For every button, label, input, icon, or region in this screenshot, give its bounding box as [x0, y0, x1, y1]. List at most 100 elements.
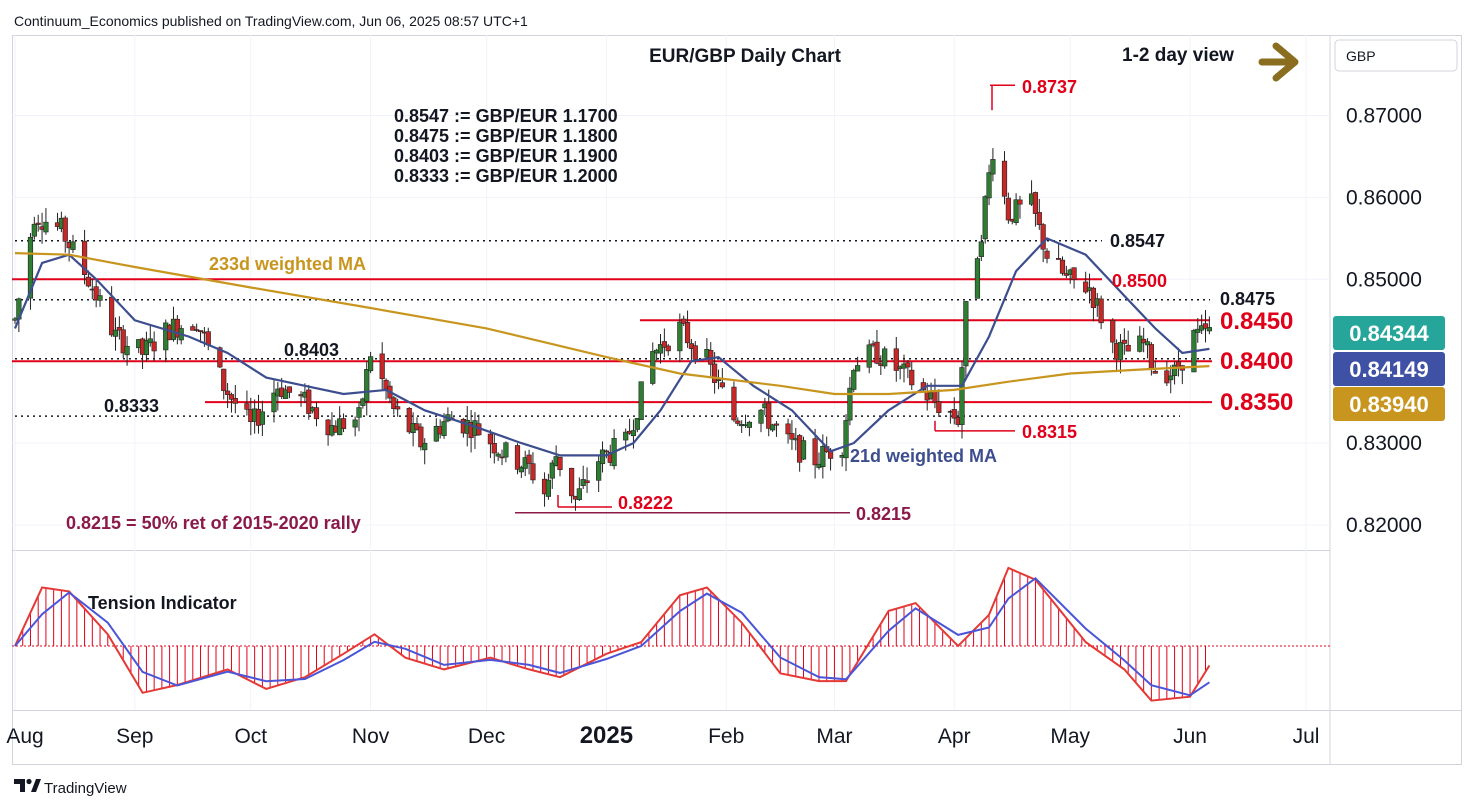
level-label-0.8500: 0.8500 [1112, 271, 1167, 291]
candle-body [820, 446, 826, 468]
candle-body [545, 479, 552, 497]
candle-body [116, 326, 122, 331]
level-label-0.8475: 0.8475 [1220, 289, 1275, 309]
candle-body [963, 301, 969, 367]
level-label-0.8400: 0.8400 [1220, 348, 1293, 375]
candle-body [35, 222, 41, 225]
candle-body [735, 420, 741, 424]
candle-body [1017, 199, 1023, 205]
candle-body [549, 462, 555, 479]
candle-body [719, 382, 725, 388]
right-arrow-icon [1258, 42, 1299, 82]
level-label-0.8450: 0.8450 [1220, 308, 1293, 335]
indicator-fast-line [14, 566, 1211, 702]
candle-body [62, 217, 68, 242]
candle-body [893, 348, 899, 371]
candle-body [847, 387, 853, 421]
candle-body [85, 276, 92, 287]
candle-body [665, 345, 671, 352]
candle-body [1117, 342, 1124, 360]
candle-body [1110, 319, 1116, 343]
x-tick-label: Sep [116, 725, 153, 748]
candle-body [855, 365, 861, 372]
candle-body [1005, 197, 1011, 221]
candle-body [360, 398, 366, 406]
conversion-note: 0.8403 := GBP/EUR 1.1900 [394, 146, 618, 166]
currency-box[interactable] [1334, 39, 1458, 72]
price-tag-label: 0.84149 [1349, 357, 1429, 382]
candle-body [70, 241, 76, 250]
candle-body [1059, 259, 1066, 274]
candle-body [692, 345, 698, 360]
candle-body [769, 424, 776, 431]
candle-body [151, 341, 157, 352]
candle-body [634, 418, 640, 430]
y-tick-label: 0.87000 [1346, 105, 1422, 128]
candle-body [1148, 344, 1154, 369]
x-tick-label: Mar [816, 725, 852, 748]
chart-subtitle: 1-2 day view [1122, 45, 1234, 66]
candle-body [731, 386, 737, 421]
axis-ticks: 0.87000 0.86000 0.85000 0.83000 0.82000 Aug Se… [6, 105, 1422, 750]
candle-body [603, 450, 609, 453]
candle-body [909, 369, 915, 386]
level-label-0.8350: 0.8350 [1220, 389, 1293, 416]
candle-body [681, 318, 687, 324]
x-tick-label: May [1050, 725, 1090, 748]
candle-body [712, 363, 718, 383]
chart-title: EUR/GBP Daily Chart [649, 46, 841, 67]
candle-body [205, 331, 211, 346]
retracement-note: 0.8215 = 50% ret of 2015-2020 rally [66, 513, 361, 533]
candle-body [936, 401, 942, 413]
gridlines [12, 35, 1330, 710]
candle-body [43, 221, 49, 233]
candle-body [109, 296, 115, 336]
candle-body [414, 423, 420, 430]
candle-body [800, 440, 807, 460]
candle-body [147, 338, 153, 344]
tension-indicator: Tension Indicator [12, 566, 1330, 702]
currency-label: GBP [1346, 48, 1376, 64]
price-tag-current [1333, 316, 1445, 350]
candle-body [576, 488, 582, 500]
x-tick-label: Jul [1293, 725, 1320, 748]
candle-body [418, 426, 424, 448]
candle-body [282, 389, 289, 399]
candle-body [306, 389, 312, 414]
candle-body [986, 172, 992, 199]
candle-body [286, 386, 293, 393]
main-pane[interactable] [12, 35, 1330, 550]
candle-body [190, 326, 196, 331]
candle-body [661, 341, 667, 348]
candle-body [514, 445, 521, 470]
candle-body [974, 258, 981, 299]
candle-body [758, 409, 764, 424]
candle-body [1098, 298, 1104, 324]
y-tick-label: 0.83000 [1346, 432, 1422, 455]
candle-body [630, 430, 637, 437]
candle-body [379, 353, 385, 380]
level-label-0.8737: 0.8737 [1022, 77, 1077, 97]
candle-body [789, 433, 795, 440]
indicator-pane[interactable] [12, 551, 1330, 710]
candle-body [244, 403, 250, 410]
candle-body [684, 322, 691, 344]
tradingview-logo-icon [14, 778, 41, 792]
candle-body [27, 236, 34, 299]
y-tick-label: 0.85000 [1346, 268, 1422, 291]
candle-body [395, 406, 401, 410]
candle-body [1168, 375, 1174, 381]
candle-body [1036, 212, 1042, 225]
outer-frame [12, 35, 1462, 765]
candle-body [557, 456, 563, 471]
price-tag-label: 0.84344 [1349, 321, 1429, 346]
price-tags: 0.84344 0.84149 0.83940 [1333, 316, 1445, 421]
candle-body [526, 454, 532, 464]
price-tag-ma21 [1333, 352, 1445, 386]
x-tick-label: Apr [938, 725, 971, 748]
candle-body [356, 407, 362, 418]
candle-body [959, 367, 965, 425]
candle-body [657, 344, 664, 354]
